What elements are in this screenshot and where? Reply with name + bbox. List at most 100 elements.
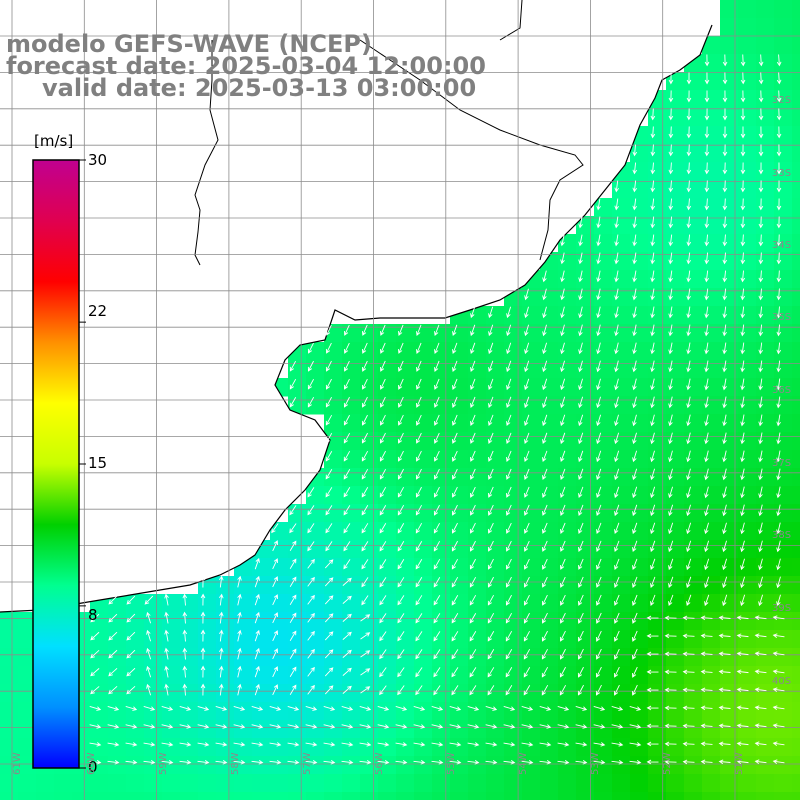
- wind-arrow: [686, 594, 692, 607]
- wind-arrow: [433, 414, 440, 426]
- wind-arrow: [704, 270, 710, 283]
- wind-arrow: [700, 723, 713, 729]
- wind-arrow: [200, 575, 206, 588]
- wind-arrow: [146, 629, 152, 642]
- wind-speed-cell: [756, 612, 775, 631]
- wind-speed-cell: [576, 288, 595, 307]
- wind-speed-cell: [486, 756, 505, 775]
- wind-speed-cell: [648, 198, 667, 217]
- wind-arrow: [397, 504, 405, 516]
- wind-arrow: [650, 360, 655, 373]
- wind-speed-cell: [324, 774, 343, 793]
- wind-arrow: [107, 759, 120, 765]
- wind-speed-cell: [756, 432, 775, 451]
- wind-arrow: [632, 378, 637, 391]
- wind-arrow: [542, 270, 547, 283]
- wind-speed-cell: [684, 162, 703, 181]
- wind-speed-cell: [756, 630, 775, 649]
- wind-speed-cell: [414, 648, 433, 667]
- wind-arrow: [560, 378, 566, 391]
- wind-arrow: [736, 669, 749, 675]
- wind-speed-cell: [522, 396, 541, 415]
- wind-arrow: [578, 558, 584, 570]
- wind-arrow: [776, 234, 782, 247]
- wind-arrow: [772, 687, 785, 692]
- wind-arrow: [740, 486, 745, 499]
- wind-arrow: [434, 378, 440, 390]
- wind-arrow: [682, 723, 695, 729]
- wind-arrow: [614, 180, 620, 193]
- wind-speed-cell: [594, 558, 613, 577]
- wind-arrow: [506, 396, 512, 409]
- wind-arrow: [718, 723, 731, 729]
- wind-arrow: [629, 759, 642, 765]
- wind-arrow: [611, 724, 624, 729]
- wind-speed-cell: [702, 648, 721, 667]
- wind-speed-cell: [792, 126, 800, 145]
- wind-arrow: [449, 759, 462, 765]
- wind-speed-cell: [738, 342, 757, 361]
- wind-arrow: [704, 414, 709, 427]
- wind-speed-cell: [702, 450, 721, 469]
- wind-arrow: [700, 759, 713, 765]
- wind-speed-cell: [522, 648, 541, 667]
- wind-arrow: [686, 288, 691, 301]
- wind-speed-cell: [702, 216, 721, 235]
- wind-arrow: [108, 667, 118, 677]
- wind-arrow: [434, 324, 440, 337]
- wind-speed-cell: [468, 576, 487, 595]
- wind-speed-cell: [594, 702, 613, 721]
- wind-arrow: [541, 576, 548, 588]
- wind-arrow: [560, 306, 565, 319]
- wind-speed-cell: [342, 648, 361, 667]
- wind-arrow: [467, 705, 480, 711]
- wind-arrow: [377, 742, 390, 747]
- wind-speed-cell: [396, 504, 415, 523]
- wind-arrow: [704, 288, 710, 301]
- wind-speed-cell: [306, 342, 325, 361]
- wind-speed-cell: [666, 738, 685, 757]
- lat-label: 37S: [772, 458, 792, 469]
- wind-speed-cell: [648, 720, 667, 739]
- wind-speed-cell: [414, 324, 433, 343]
- wind-arrow: [596, 216, 601, 229]
- wind-speed-cell: [378, 504, 397, 523]
- wind-speed-cell: [522, 702, 541, 721]
- wind-speed-cell: [792, 324, 800, 343]
- wind-speed-cell: [504, 774, 523, 793]
- wind-speed-cell: [450, 360, 469, 379]
- wind-arrow: [722, 540, 727, 553]
- wind-arrow: [164, 629, 169, 642]
- wind-speed-cell: [558, 612, 577, 631]
- wind-arrow: [578, 540, 584, 552]
- wind-speed-cell: [180, 792, 199, 800]
- wind-arrow: [413, 705, 426, 711]
- wind-arrow: [614, 576, 620, 588]
- wind-arrow: [596, 198, 601, 211]
- wind-arrow: [360, 632, 371, 640]
- wind-speed-cell: [450, 540, 469, 559]
- wind-arrow: [200, 647, 206, 660]
- wind-arrow: [700, 633, 713, 639]
- wind-speed-cell: [594, 504, 613, 523]
- wind-arrow: [758, 360, 763, 373]
- wind-speed-cell: [612, 252, 631, 271]
- wind-arrow: [736, 759, 749, 765]
- wind-arrow: [704, 72, 710, 85]
- wind-arrow: [182, 611, 188, 624]
- wind-speed-cell: [702, 396, 721, 415]
- wind-arrow: [614, 486, 620, 499]
- wind-arrow: [272, 612, 279, 624]
- wind-speed-cell: [540, 774, 559, 793]
- wind-arrow: [776, 504, 781, 517]
- wind-arrow: [541, 558, 548, 570]
- wind-arrow: [431, 724, 444, 729]
- wind-arrow: [686, 216, 692, 229]
- wind-arrow: [704, 594, 710, 607]
- wind-arrow: [611, 705, 624, 711]
- wind-speed-cell: [648, 414, 667, 433]
- wind-speed-cell: [630, 522, 649, 541]
- wind-arrow: [668, 504, 674, 517]
- wind-arrow: [449, 724, 462, 729]
- wind-arrow: [650, 234, 655, 247]
